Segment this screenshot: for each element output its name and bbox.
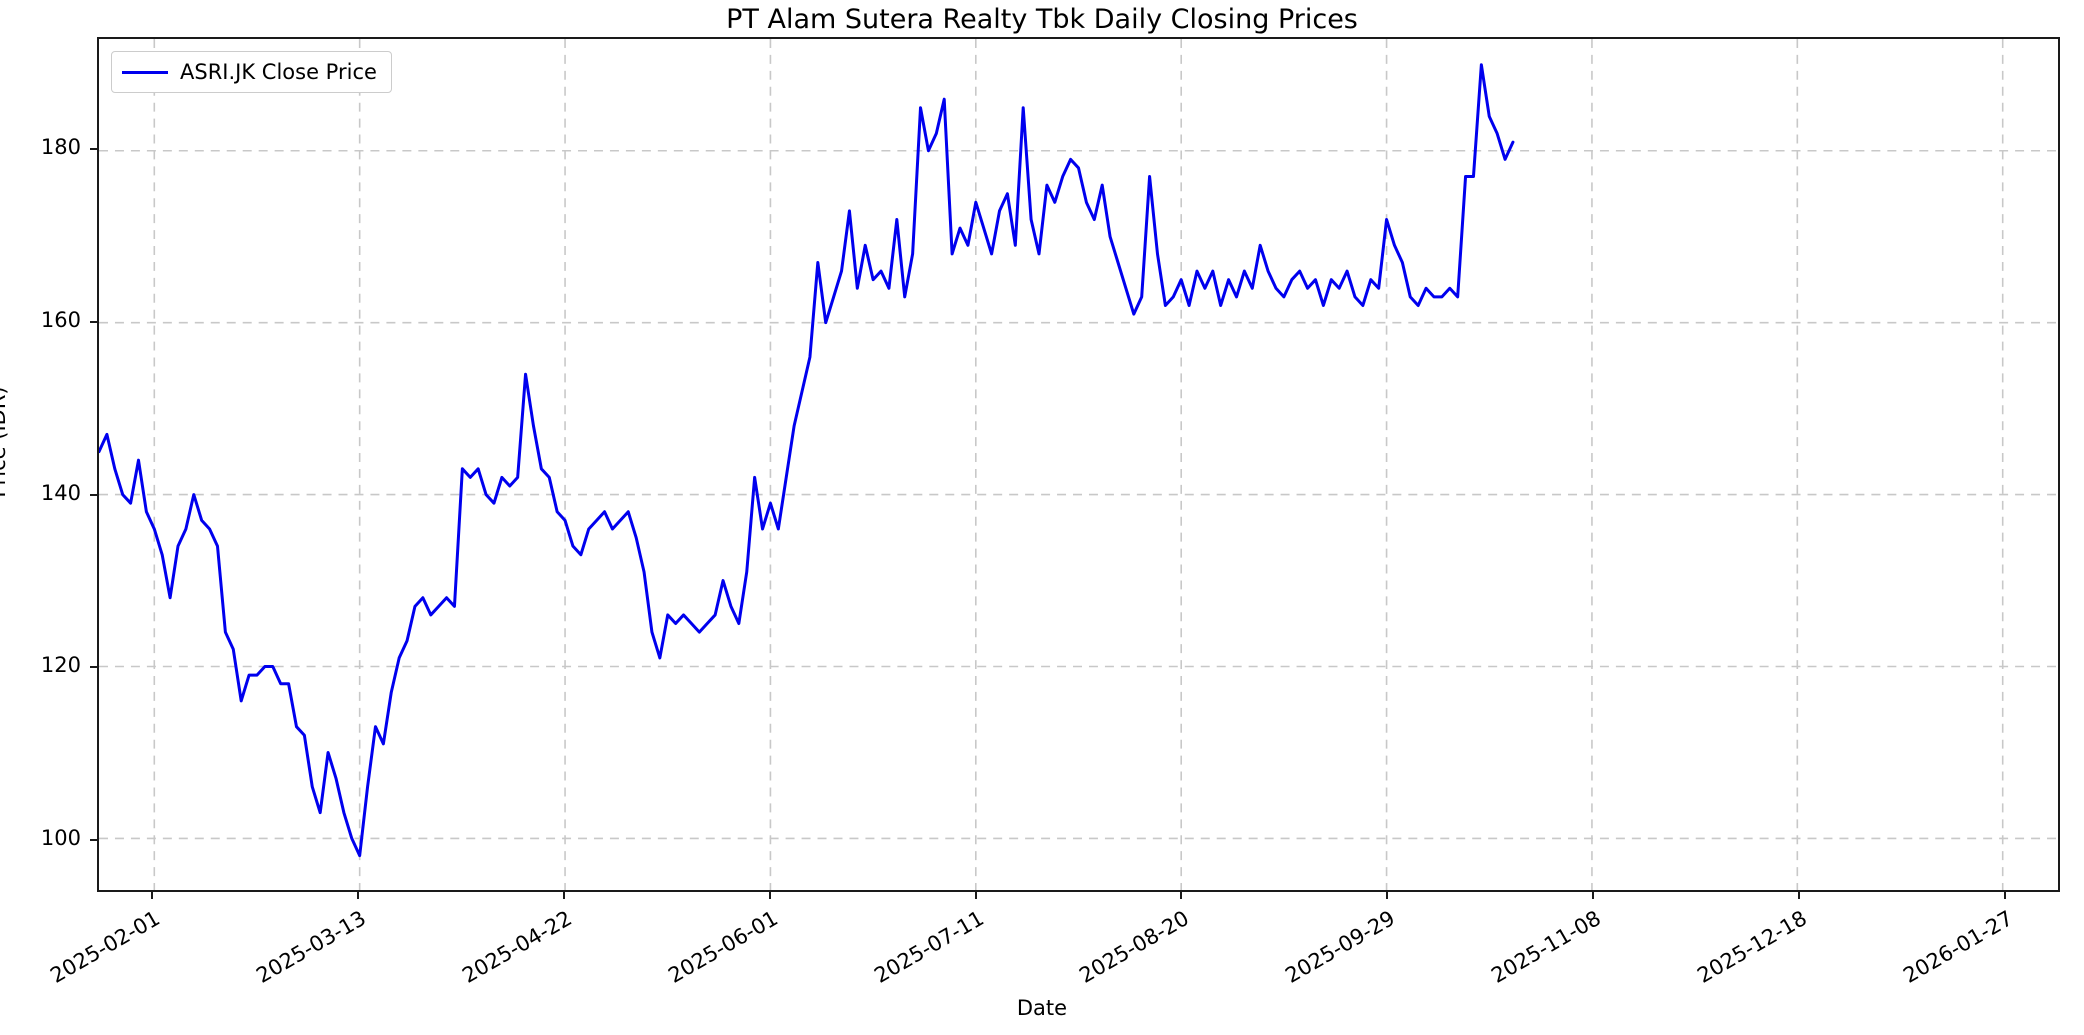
x-tick-mark bbox=[768, 892, 771, 899]
y-tick-mark bbox=[90, 321, 97, 323]
x-tick-label: 2025-07-11 bbox=[869, 906, 988, 988]
y-tick-label: 100 bbox=[40, 826, 81, 851]
price-line-series bbox=[99, 39, 2058, 890]
x-tick-label: 2025-12-18 bbox=[1693, 906, 1811, 988]
x-tick-mark bbox=[1386, 892, 1389, 899]
y-axis-label: Price (IDR) bbox=[0, 386, 10, 498]
x-axis-label: Date bbox=[1016, 996, 1068, 1020]
x-tick-mark bbox=[563, 892, 565, 899]
y-tick-label: 120 bbox=[40, 653, 81, 678]
chart-title: PT Alam Sutera Realty Tbk Daily Closing … bbox=[726, 4, 1358, 35]
y-tick-mark bbox=[90, 493, 97, 496]
x-tick-mark bbox=[151, 892, 154, 899]
x-tick-label: 2025-02-01 bbox=[46, 906, 165, 988]
x-tick-label: 2025-09-29 bbox=[1281, 906, 1400, 988]
grid-lines bbox=[99, 39, 2058, 890]
x-tick-mark bbox=[1591, 892, 1594, 899]
x-tick-mark bbox=[1180, 892, 1183, 899]
x-tick-label: 2025-11-08 bbox=[1487, 906, 1605, 988]
legend-label: ASRI.JK Close Price bbox=[180, 60, 377, 84]
y-tick-mark bbox=[90, 666, 97, 669]
x-tick-label: 2025-08-20 bbox=[1075, 906, 1194, 988]
x-tick-label: 2025-03-13 bbox=[252, 906, 371, 988]
legend: ASRI.JK Close Price bbox=[111, 51, 392, 93]
x-tick-mark bbox=[2003, 892, 2006, 899]
x-tick-mark bbox=[1797, 892, 1800, 899]
x-tick-label: 2025-04-22 bbox=[458, 906, 576, 988]
x-tick-mark bbox=[974, 892, 977, 899]
legend-line-swatch bbox=[122, 70, 168, 74]
x-tick-label: 2026-01-27 bbox=[1898, 906, 2017, 988]
y-tick-mark bbox=[90, 839, 97, 842]
x-tick-label: 2025-06-01 bbox=[664, 906, 782, 988]
y-tick-label: 140 bbox=[40, 480, 81, 505]
y-tick-mark bbox=[90, 148, 97, 151]
plot-area: ASRI.JK Close Price bbox=[97, 37, 2060, 892]
y-tick-label: 180 bbox=[40, 135, 81, 160]
y-tick-label: 160 bbox=[40, 308, 81, 332]
x-tick-mark bbox=[357, 892, 360, 899]
